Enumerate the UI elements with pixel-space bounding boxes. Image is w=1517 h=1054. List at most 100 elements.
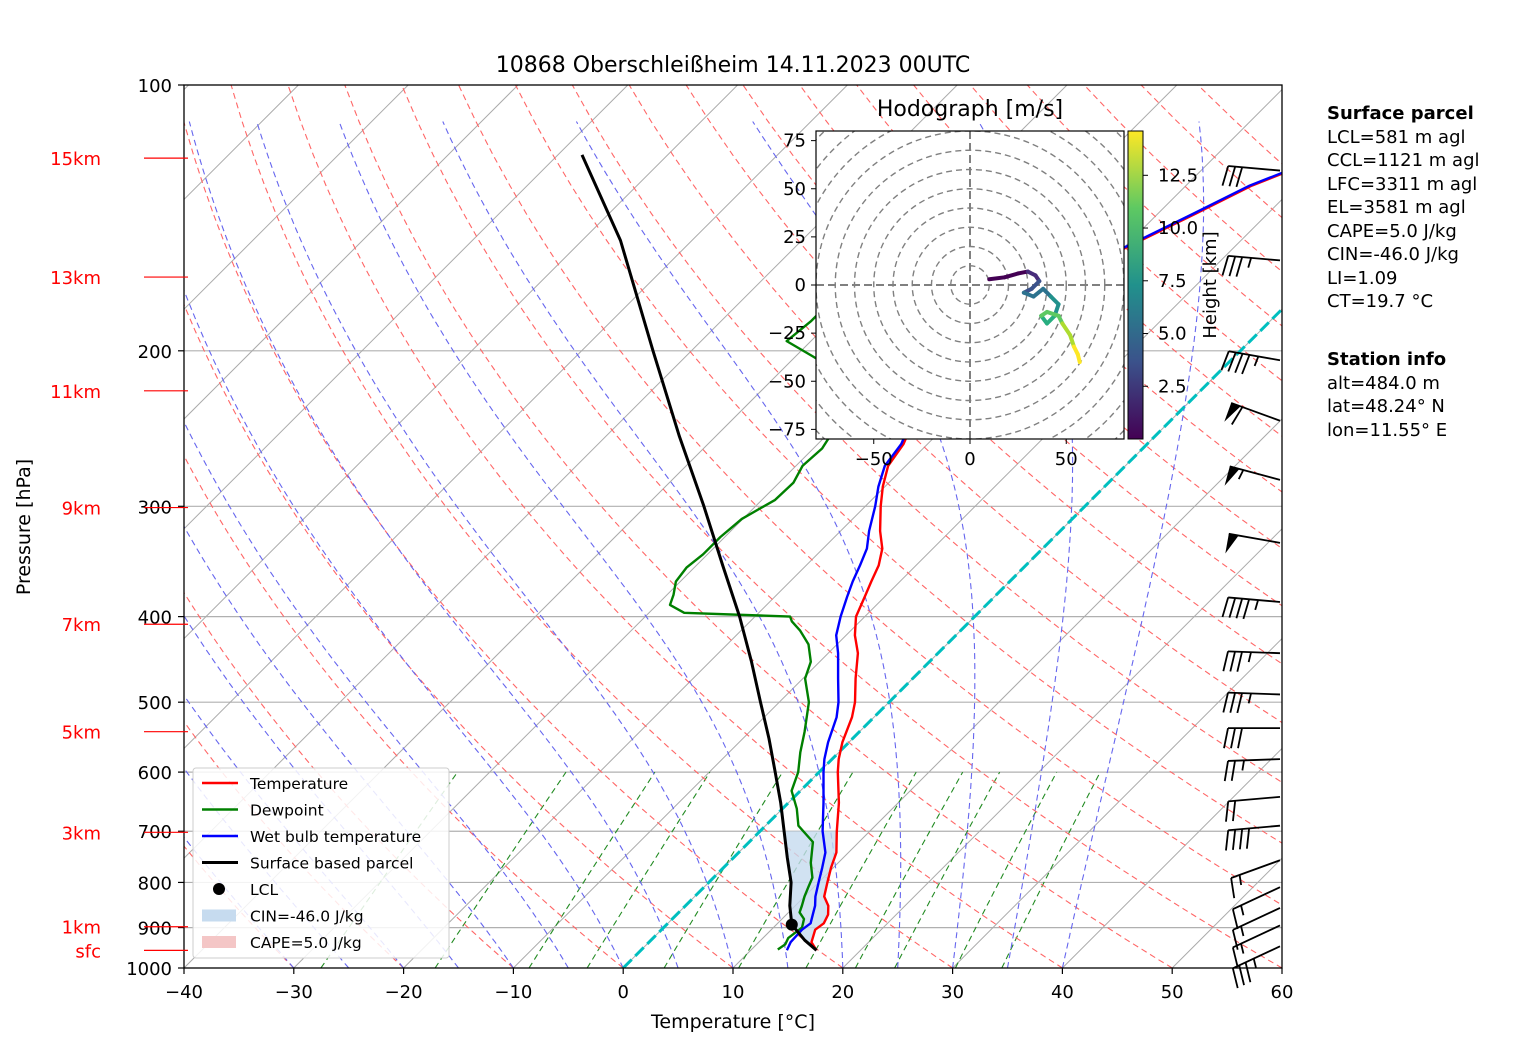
mixing-ratio-line <box>663 771 784 968</box>
hodograph-x-tick-label: 50 <box>1055 449 1078 470</box>
dry-adiabat-line <box>184 120 844 968</box>
wind-barb <box>1230 859 1281 899</box>
dry-adiabat-line <box>401 85 1282 968</box>
moist-adiabat-line <box>338 121 789 968</box>
hodograph-segment <box>1031 286 1046 299</box>
wind-barb <box>1223 727 1280 749</box>
hodograph-y-tick-label: 25 <box>783 227 806 248</box>
legend: Temperature Dewpoint Wet bulb temperature S… <box>192 767 450 959</box>
height-label: 3km <box>62 823 101 844</box>
hodograph-segment <box>1045 309 1061 318</box>
mixing-ratio-line <box>434 771 567 968</box>
surface-parcel-heading: Surface parcel <box>1327 103 1474 124</box>
dry-adiabat-line <box>184 454 624 968</box>
hodograph-background <box>816 131 1124 439</box>
mixing-ratio-line <box>528 771 656 968</box>
x-tick-label: 50 <box>1161 982 1184 1003</box>
lcl-marker <box>785 918 798 931</box>
moist-adiabat-line <box>188 121 679 968</box>
height-label: 5km <box>62 723 101 744</box>
station-longitude: lon=11.55° E <box>1327 419 1448 441</box>
colorbar-tick-label: 7.5 <box>1158 271 1187 292</box>
x-tick-label: 20 <box>831 982 854 1003</box>
mixing-ratio-line <box>805 771 917 968</box>
isotherm-line <box>184 85 738 640</box>
moist-adiabat-line <box>184 420 569 968</box>
height-label: 13km <box>50 268 101 289</box>
height-label: 9km <box>62 499 101 520</box>
wind-barb <box>1225 795 1281 822</box>
height-label: 7km <box>62 615 101 636</box>
colorbar-tick-label: 5.0 <box>1158 324 1187 345</box>
dry-adiabat-line <box>515 85 1282 844</box>
isotherm-line <box>184 85 848 750</box>
hodograph-y-tick-label: −50 <box>768 371 806 392</box>
isotherm-line <box>1062 747 1282 968</box>
isotherm-line <box>952 637 1282 968</box>
surface-parcel-cin: CIN=-46.0 J/kg <box>1327 244 1459 265</box>
y-tick-label: 900 <box>138 919 172 940</box>
x-tick-label: 30 <box>941 982 964 1003</box>
height-label: 11km <box>50 382 101 403</box>
surface-parcel-el: EL=3581 m agl <box>1327 197 1466 218</box>
height-label: 15km <box>50 149 101 170</box>
isotherm-line <box>184 85 519 420</box>
x-tick-label: 40 <box>1051 982 1074 1003</box>
dry-adiabat-line <box>856 85 1282 493</box>
surface-parcel-panel: Surface parcel LCL=581 m agl CCL=1121 m … <box>1327 102 1480 314</box>
station-info-heading: Station info <box>1327 349 1447 370</box>
mixing-ratio-line <box>1001 771 1101 968</box>
wind-barb <box>1224 465 1281 486</box>
x-tick-label: −10 <box>494 982 532 1003</box>
station-info-panel: Station info alt=484.0 m lat=48.24° N lo… <box>1327 348 1447 442</box>
hodograph: Hodograph [m/s] −50 0 50 75 50 25 0 −25 −50 −75 2… <box>768 97 1221 470</box>
colorbar-tick-label: 10.0 <box>1158 218 1198 239</box>
dry-adiabat-line <box>287 85 1063 968</box>
x-axis-label: Temperature [°C] <box>650 1011 815 1033</box>
x-tick-label: 0 <box>617 982 628 1003</box>
hodograph-ring <box>873 188 1067 382</box>
colorbar-tick-label: 12.5 <box>1158 165 1198 186</box>
y-axis-label: Pressure [hPa] <box>13 459 35 595</box>
wind-barb <box>1222 650 1281 672</box>
dry-adiabat-line <box>230 85 953 968</box>
wind-barb <box>1221 165 1281 188</box>
y-tick-label: 600 <box>138 763 172 784</box>
x-tick-label: 10 <box>722 982 745 1003</box>
legend-box <box>192 767 450 959</box>
height-label: 1km <box>62 918 101 939</box>
x-tick-label: −40 <box>165 982 203 1003</box>
hodograph-title: Hodograph [m/s] <box>877 97 1063 122</box>
surface-parcel-line <box>580 154 818 952</box>
legend-label: Wet bulb temperature <box>250 828 421 846</box>
x-tick-label: 60 <box>1271 982 1294 1003</box>
hodograph-y-tick-label: −75 <box>768 419 806 440</box>
moist-adiabat-line <box>978 121 1074 968</box>
moist-adiabat-line <box>442 121 844 968</box>
surface-parcel-ct: CT=19.7 °C <box>1327 291 1434 312</box>
wind-barb <box>1231 924 1281 968</box>
hodograph-segment <box>1068 333 1076 349</box>
legend-label: CAPE=5.0 J/kg <box>250 934 362 952</box>
wind-barb <box>1222 691 1281 714</box>
mixing-ratio-line <box>586 771 711 968</box>
moist-adiabat-line <box>184 614 459 968</box>
wind-barb <box>1223 758 1281 782</box>
mixing-ratio-line <box>854 771 964 968</box>
isotherm-line <box>513 198 1282 968</box>
y-tick-label: 200 <box>138 342 172 363</box>
wind-barb <box>1225 824 1281 851</box>
hodograph-y-tick-label: −25 <box>768 323 806 344</box>
hodograph-segment <box>1002 271 1021 280</box>
legend-label: LCL <box>250 881 278 899</box>
y-tick-label: 800 <box>138 873 172 894</box>
wind-barb <box>1225 532 1281 554</box>
colorbar <box>1127 130 1144 440</box>
moist-adiabat-line <box>752 121 976 968</box>
y-tick-label: 1000 <box>126 959 172 980</box>
isotherm-line <box>732 418 1282 968</box>
legend-swatch <box>202 909 236 922</box>
hodograph-y-tick-label: 75 <box>783 131 806 152</box>
moist-adiabat-line <box>256 121 734 968</box>
